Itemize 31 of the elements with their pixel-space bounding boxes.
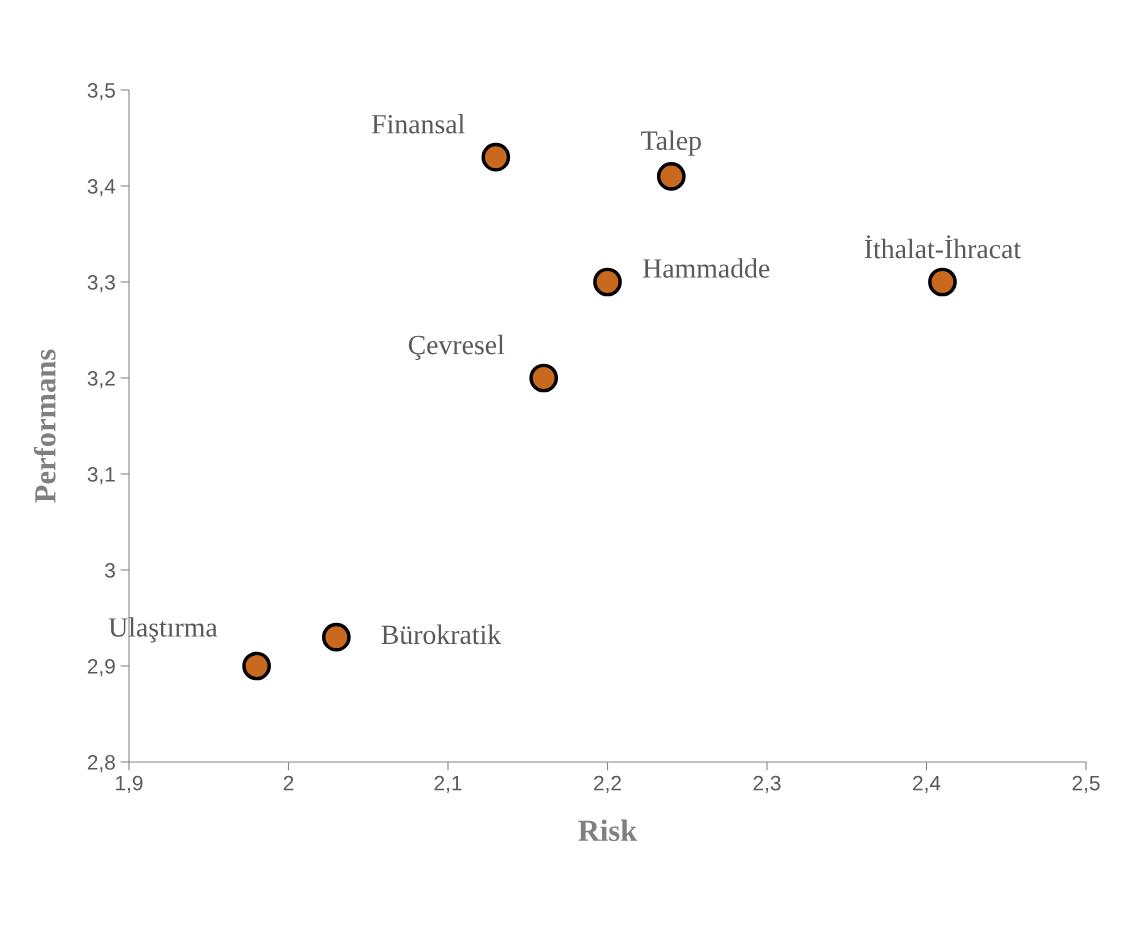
y-tick-label: 3,5 bbox=[87, 83, 115, 101]
y-tick-label: 3,1 bbox=[87, 467, 115, 485]
x-tick-label: 2,1 bbox=[434, 775, 462, 793]
point bbox=[928, 267, 957, 297]
point bbox=[321, 622, 351, 652]
annotation: Hammadde bbox=[643, 258, 770, 278]
x-axis-title: Risk bbox=[578, 819, 638, 842]
point bbox=[242, 651, 271, 681]
point bbox=[529, 363, 559, 393]
annotation: Ulaştırma bbox=[108, 617, 218, 643]
y-tick-label: 2,8 bbox=[87, 755, 115, 773]
x-tick-label: 2 bbox=[283, 775, 294, 791]
x-tick-label: 1,9 bbox=[116, 775, 143, 793]
annotation: İthalat-İhracat bbox=[864, 235, 1021, 259]
y-tick-label: 3,3 bbox=[87, 275, 115, 293]
x-tick-label: 2,5 bbox=[1072, 775, 1100, 793]
x-tick-label: 2,2 bbox=[594, 775, 621, 793]
point bbox=[481, 142, 511, 172]
x-tick-label: 2,3 bbox=[753, 775, 781, 793]
point bbox=[656, 162, 686, 191]
annotation: Talep bbox=[641, 130, 701, 156]
y-tick-label: 3,4 bbox=[87, 179, 116, 197]
y-tick-label: 2,9 bbox=[87, 659, 115, 677]
y-axis-title: Performans bbox=[33, 349, 56, 503]
x-tick-label: 2,4 bbox=[913, 775, 941, 793]
annotation: Çevresel bbox=[408, 334, 505, 361]
annotation: Bürokratik bbox=[381, 624, 502, 645]
y-tick-label: 3,2 bbox=[87, 371, 115, 389]
y-tick-label: 3 bbox=[105, 563, 115, 578]
point bbox=[593, 267, 622, 297]
annotation: Finansal bbox=[371, 114, 465, 134]
